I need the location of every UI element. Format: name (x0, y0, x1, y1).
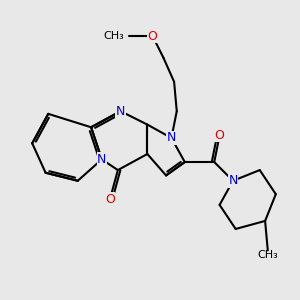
Text: O: O (148, 30, 158, 43)
Text: O: O (215, 129, 224, 142)
Text: N: N (116, 105, 125, 118)
Text: N: N (167, 131, 176, 145)
Text: N: N (228, 174, 238, 187)
Text: CH₃: CH₃ (104, 31, 124, 41)
Text: O: O (105, 193, 115, 206)
Text: CH₃: CH₃ (257, 250, 278, 260)
Text: N: N (97, 153, 106, 166)
